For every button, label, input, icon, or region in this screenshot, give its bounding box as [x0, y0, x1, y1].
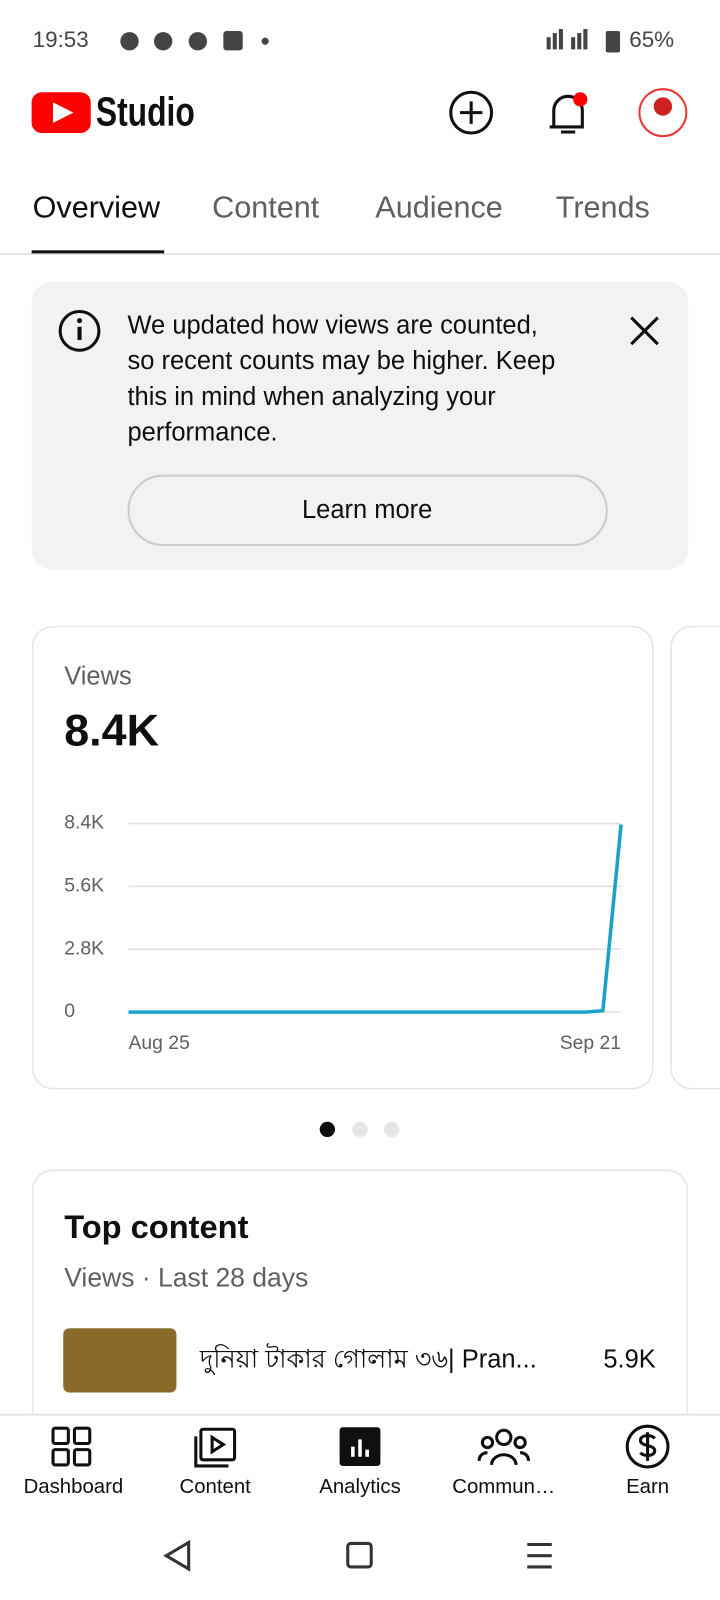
notice-text: this in mind when analyzing your: [127, 383, 496, 411]
learn-more-button[interactable]: [127, 474, 608, 547]
avatar[interactable]: [638, 88, 688, 138]
tab[interactable]: Trends: [556, 191, 650, 225]
divider: [0, 253, 720, 255]
section-subtitle: Views · Last 28 days: [64, 1262, 308, 1292]
video-views: 5.9K: [603, 1346, 655, 1374]
analytics-glyph: [351, 1439, 369, 1457]
views-card[interactable]: [31, 625, 654, 1090]
next-card[interactable]: [670, 625, 720, 1090]
x-tick-label: Aug 25: [128, 1032, 189, 1054]
notifications-button[interactable]: [549, 92, 588, 134]
clock: 19:53: [33, 27, 89, 52]
tab-indicator: [31, 250, 165, 255]
app-title: Studio: [96, 88, 195, 134]
y-tick-label: 5.6K: [64, 874, 104, 896]
tab[interactable]: Content: [212, 191, 320, 225]
y-tick-label: 2.8K: [64, 937, 104, 959]
nav-item[interactable]: Earn: [626, 1476, 669, 1498]
close-button[interactable]: [630, 316, 659, 346]
system-nav: [163, 1539, 552, 1572]
pager-dots: [319, 1121, 400, 1138]
video-thumbnail[interactable]: [63, 1328, 177, 1393]
battery: 65%: [629, 27, 674, 52]
x-tick-label: Sep 21: [560, 1032, 621, 1054]
tab[interactable]: Audience: [375, 191, 503, 225]
notice-text: We updated how views are counted,: [127, 312, 537, 340]
metric-value: 8.4K: [64, 705, 159, 756]
button-label: Learn more: [302, 496, 432, 524]
y-tick-label: 8.4K: [64, 812, 104, 834]
nav-icons: [51, 1424, 670, 1469]
nav-item[interactable]: Content: [179, 1476, 251, 1498]
info-icon: [58, 309, 101, 352]
tab[interactable]: Overview: [33, 191, 161, 225]
line-series: [128, 824, 623, 1014]
nav-item[interactable]: Analytics: [319, 1476, 401, 1498]
y-tick-label: 0: [64, 1000, 75, 1022]
nav-item[interactable]: Commun…: [452, 1476, 555, 1498]
section-title: Top content: [64, 1208, 248, 1245]
divider: [0, 1413, 720, 1416]
video-title[interactable]: দুনিয়া টাকার গোলাম ৩৬| Pran...: [199, 1344, 537, 1375]
create-button[interactable]: [449, 90, 494, 135]
logo: [31, 92, 91, 134]
metric-label: Views: [64, 662, 132, 690]
nav-item[interactable]: Dashboard: [24, 1476, 124, 1498]
notice-text: performance.: [127, 419, 277, 447]
notice-text: so recent counts may be higher. Keep: [127, 347, 555, 375]
status-icons: [120, 29, 621, 53]
chart: 0 2.8K 5.6K 8.4K Aug 25 Sep 21: [64, 812, 623, 1054]
